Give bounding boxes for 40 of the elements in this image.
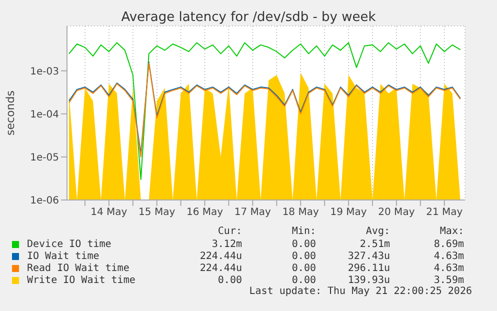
text: 327.43u (346, 250, 390, 262)
chart-title: Average latency for /dev/sdb - by week (120, 10, 377, 25)
text: 4.63m (432, 250, 464, 262)
text: Avg: (364, 226, 390, 238)
y-tick-label: 1e-06 (30, 196, 59, 207)
legend-label: IO Wait time (26, 250, 100, 262)
text: 0.00 (290, 238, 316, 250)
y-axis-title: seconds (4, 90, 17, 136)
text: Min: (290, 226, 316, 238)
text: 8.69m (432, 238, 464, 250)
y-tick-label: 1e-04 (30, 109, 59, 120)
text: Last update: Thu May 21 22:00:25 2026 (248, 286, 472, 298)
x-tick-label: 16 May (186, 207, 224, 218)
text: 0.00 (290, 262, 316, 274)
y-tick-label: 1e-05 (30, 152, 59, 164)
x-tick-label: 20 May (378, 207, 415, 218)
text: 296.11u (346, 262, 390, 274)
x-tick-label: 19 May (330, 207, 367, 218)
text: Cur: (216, 226, 242, 238)
text: 224.44u (198, 250, 242, 262)
text: 2.51m (358, 238, 390, 250)
x-tick-label: 17 May (234, 207, 272, 218)
x-tick-label: 21 May (426, 207, 463, 218)
line-series (68, 42, 461, 180)
legend-label: Device IO time (26, 238, 112, 250)
x-tick-label: 18 May (282, 207, 319, 218)
x-tick-label: 14 May (90, 207, 128, 218)
legend-label: Read IO Wait time (26, 262, 130, 274)
text: 3.59m (432, 274, 464, 286)
text: 0.00 (290, 274, 316, 286)
legend-label: Write IO Wait time (26, 274, 136, 286)
text: 0.00 (216, 274, 242, 286)
text: Max: (438, 226, 464, 238)
text: 139.93u (346, 274, 390, 286)
text: 0.00 (290, 250, 316, 262)
text: 4.63m (432, 262, 464, 274)
text: 3.12m (210, 238, 242, 250)
x-tick-label: 15 May (138, 207, 176, 218)
text: 224.44u (198, 262, 242, 274)
y-tick-label: 1e-03 (30, 66, 59, 78)
